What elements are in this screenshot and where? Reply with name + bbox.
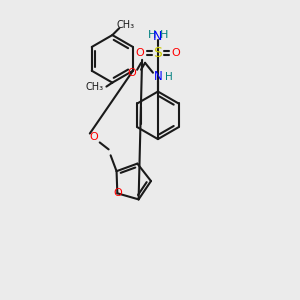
Text: O: O: [89, 133, 98, 142]
Text: O: O: [171, 48, 180, 58]
Text: O: O: [128, 68, 136, 78]
Text: N: N: [153, 30, 163, 43]
Text: S: S: [154, 46, 162, 60]
Text: H: H: [160, 30, 168, 40]
Text: H: H: [148, 30, 156, 40]
Text: N: N: [154, 70, 162, 83]
Text: O: O: [136, 48, 145, 58]
Text: CH₃: CH₃: [116, 20, 134, 30]
Text: H: H: [165, 72, 173, 82]
Text: CH₃: CH₃: [85, 82, 103, 92]
Text: O: O: [113, 188, 122, 198]
